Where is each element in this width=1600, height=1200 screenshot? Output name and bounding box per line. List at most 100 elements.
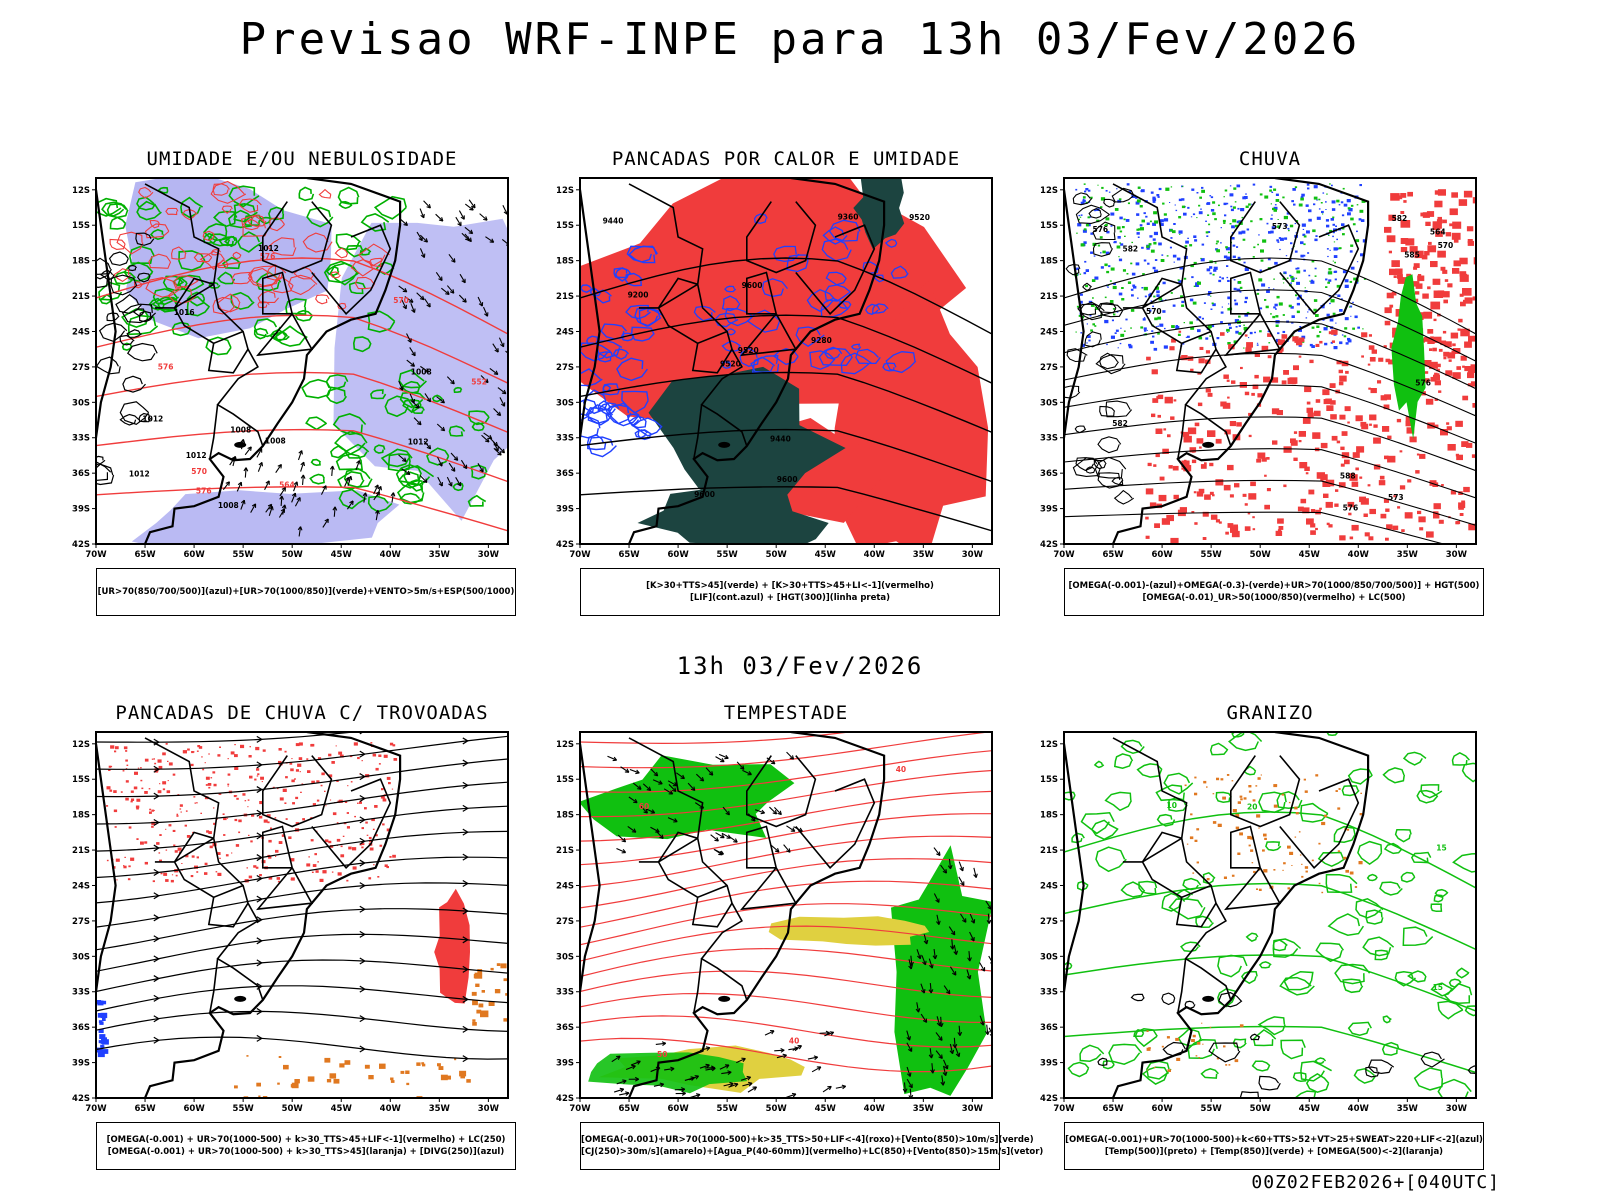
lon-tick-label: 35W [429,1104,451,1114]
panel-legend: [OMEGA(-0.001)+UR>70(1000-500)+k>35_TTS>… [580,1122,1044,1170]
lat-tick-label: 18S [556,811,574,821]
lat-tick-label: 15S [556,775,574,785]
panel-legend: [OMEGA(-0.001)+UR>70(1000-500)+k<60+TTS>… [1064,1122,1484,1170]
contour-label: 1008 [411,367,432,376]
contour-label: 9600 [777,475,798,484]
contour-label: 573 [1272,222,1288,231]
lat-tick-label: 42S [556,540,574,550]
panel-hail: 15 10 15 20 12S 15S 18S 21S 24S 27S 30S 33S 36S 39S 42… [1024,702,1504,1178]
contour-label: 585 [1404,250,1420,259]
legend-line: [LIF](cont.azul) + [HGT(300)](linha pret… [689,593,891,603]
lat-tick-label: 42S [72,1094,90,1104]
contour-label: 50 [657,1050,667,1059]
page-title: Previsao WRF-INPE para 13h 03/Fev/2026 [239,14,1361,65]
panel-title: CHUVA [1238,148,1302,170]
contour-label: 1012 [186,451,207,460]
lon-tick-label: 40W [864,1104,886,1114]
lat-tick-label: 24S [72,881,90,891]
lat-tick-label: 36S [1040,469,1058,479]
lon-tick-label: 65W [1102,1104,1124,1114]
contour-label: 1012 [142,414,163,423]
lat-tick-label: 30S [556,952,574,962]
lat-tick-label: 30S [72,398,90,408]
lat-tick-label: 27S [1040,363,1058,373]
lon-tick-label: 40W [1348,550,1370,560]
panel-rain: 588 582 576 573 570 576 573 570 585 582 576 564 582 1… [1024,148,1504,624]
contour-label: 9280 [811,336,832,345]
lon-tick-label: 45W [815,550,837,560]
lon-tick-label: 30W [1446,1104,1468,1114]
contour-label: 582 [1112,419,1128,428]
lat-tick-label: 24S [556,881,574,891]
lon-tick-label: 70W [1053,550,1075,560]
contour-label: 9440 [603,216,624,225]
lon-tick-label: 50W [1250,550,1272,560]
lat-tick-label: 42S [72,540,90,550]
lon-tick-label: 50W [282,1104,304,1114]
lat-tick-label: 33S [1040,434,1058,444]
lon-tick-label: 45W [331,550,353,560]
lat-tick-label: 33S [1040,988,1058,998]
legend-line: [OMEGA(-0.001) + UR>70(1000-500) + k>30_… [107,1147,505,1157]
panel-legend: [OMEGA(-0.001) + UR>70(1000-500) + k>30_… [96,1122,516,1170]
map-canvas: 40 50 40 60 12S 15S 18S 21S 24S 27S 30S 33S 36S 39S 42… [556,731,993,1114]
panel-storm: 40 50 40 60 12S 15S 18S 21S 24S 27S 30S 33S 36S 39S 42… [540,702,1044,1178]
lat-tick-label: 15S [1040,775,1058,785]
lat-tick-label: 12S [1040,740,1058,750]
legend-line: [CJ(250)>30m/s](amarelo)+[Agua_P(40-60mm… [581,1147,1044,1157]
lon-tick-label: 35W [1397,550,1419,560]
lon-tick-label: 65W [134,1104,156,1114]
lon-tick-label: 70W [85,1104,107,1114]
lat-tick-label: 27S [556,917,574,927]
lon-tick-label: 70W [1053,1104,1075,1114]
contour-label: 20 [1247,803,1257,812]
contour-label: 570 [393,296,409,305]
coastline [143,178,402,544]
coastline [1111,732,1370,1098]
contour-label: 576 [1415,379,1431,388]
valid-time-label: 13h 03/Fev/2026 [676,652,924,680]
panel-legend: [K>30+TTS>45](verde) + [K>30+TTS>45+LI<-… [580,568,1000,616]
contour-label: 564 [1430,228,1446,237]
map-canvas: 9600 9520 9600 9520 9440 9360 9280 9200 9600 9520… [556,177,993,560]
panel-title: TEMPESTADE [723,702,849,724]
contour-label: 1012 [129,470,150,479]
lat-tick-label: 15S [1040,221,1058,231]
lat-tick-label: 24S [1040,327,1058,337]
contour-label: 576 [1093,225,1109,234]
contour-label: 40 [789,1037,799,1046]
coastline [627,178,886,544]
lon-tick-label: 55W [717,550,739,560]
contour-label: 9200 [628,291,649,300]
lon-tick-label: 35W [913,1104,935,1114]
contour-label: 9440 [770,435,791,444]
map-frame [1063,177,1477,545]
contour-label: 570 [1438,241,1454,250]
lat-tick-label: 21S [1040,846,1058,856]
lat-tick-label: 21S [1040,292,1058,302]
lon-tick-label: 60W [667,550,689,560]
contour-label: 9520 [909,213,930,222]
contour-label: 576 [196,487,212,496]
lon-tick-label: 55W [717,1104,739,1114]
lon-tick-label: 45W [1299,1104,1321,1114]
panel-legend: [UR>70(850/700/500)](azul)+[UR>70(1000/8… [96,568,516,616]
lon-tick-label: 50W [766,550,788,560]
lat-tick-label: 24S [72,327,90,337]
map-frame [579,177,993,545]
contour-label: 60 [639,802,649,811]
contour-label: 1008 [230,426,251,435]
legend-line: [Temp(500)](preto) + [Temp(850)](verde) … [1104,1147,1444,1157]
contour-label: 570 [1146,307,1162,316]
lon-tick-label: 55W [1201,550,1223,560]
lat-tick-label: 39S [72,1059,90,1069]
lat-tick-label: 21S [556,846,574,856]
map-canvas: 15 10 15 20 12S 15S 18S 21S 24S 27S 30S 33S 36S 39S 42… [1040,731,1477,1114]
contour-label: 9600 [694,490,715,499]
lon-tick-label: 45W [815,1104,837,1114]
coastline [143,732,402,1098]
lat-tick-label: 39S [1040,1059,1058,1069]
lon-tick-label: 50W [766,1104,788,1114]
lon-tick-label: 55W [233,1104,255,1114]
map-frame [95,177,509,545]
